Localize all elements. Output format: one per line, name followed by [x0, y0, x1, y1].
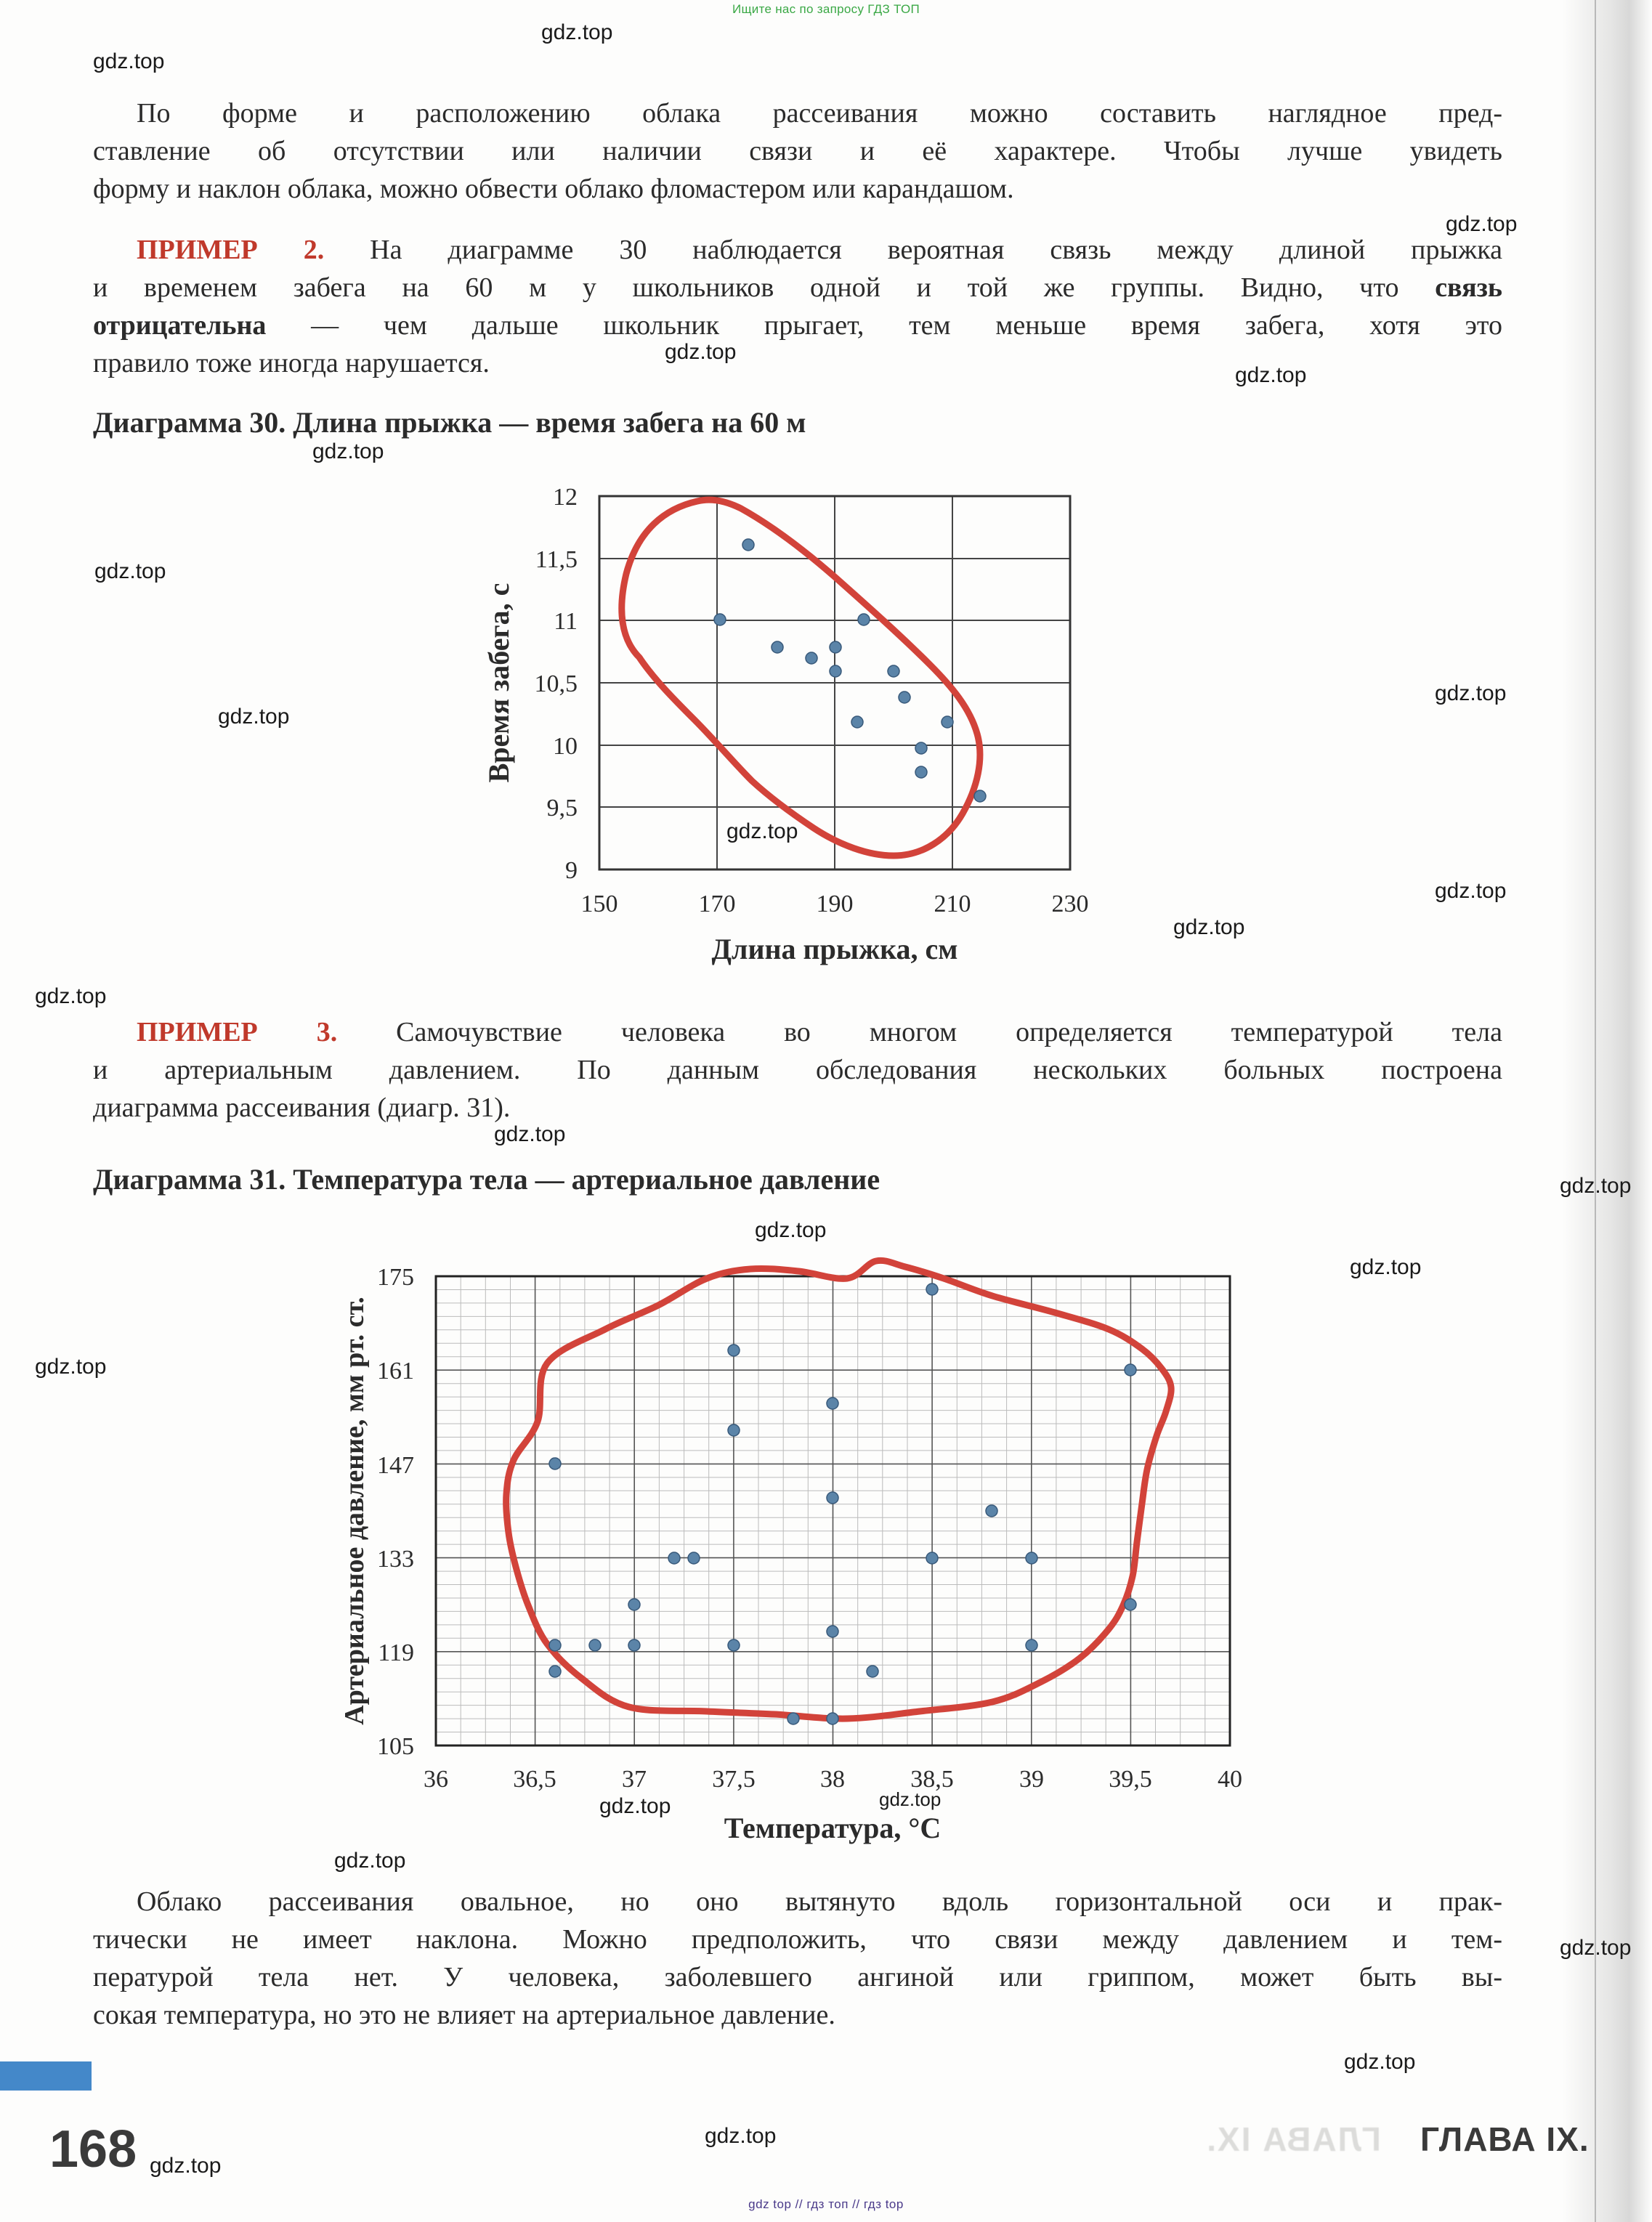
- svg-text:105: 105: [377, 1733, 414, 1760]
- svg-text:175: 175: [377, 1264, 414, 1291]
- svg-text:39,5: 39,5: [1109, 1766, 1152, 1793]
- svg-text:Артериальное давление, мм рт.: Артериальное давление, мм рт. ст.: [339, 1297, 370, 1725]
- svg-text:40: 40: [1218, 1766, 1242, 1793]
- svg-text:37,5: 37,5: [712, 1766, 756, 1793]
- svg-text:38: 38: [820, 1766, 845, 1793]
- svg-text:147: 147: [377, 1452, 414, 1479]
- svg-text:Температура, °C: Температура, °C: [724, 1812, 941, 1844]
- svg-text:37: 37: [622, 1766, 647, 1793]
- svg-text:36: 36: [424, 1766, 448, 1793]
- svg-text:133: 133: [377, 1546, 414, 1573]
- svg-text:39: 39: [1019, 1766, 1044, 1793]
- svg-text:36,5: 36,5: [513, 1766, 556, 1793]
- svg-text:161: 161: [377, 1358, 414, 1384]
- svg-text:119: 119: [378, 1639, 414, 1666]
